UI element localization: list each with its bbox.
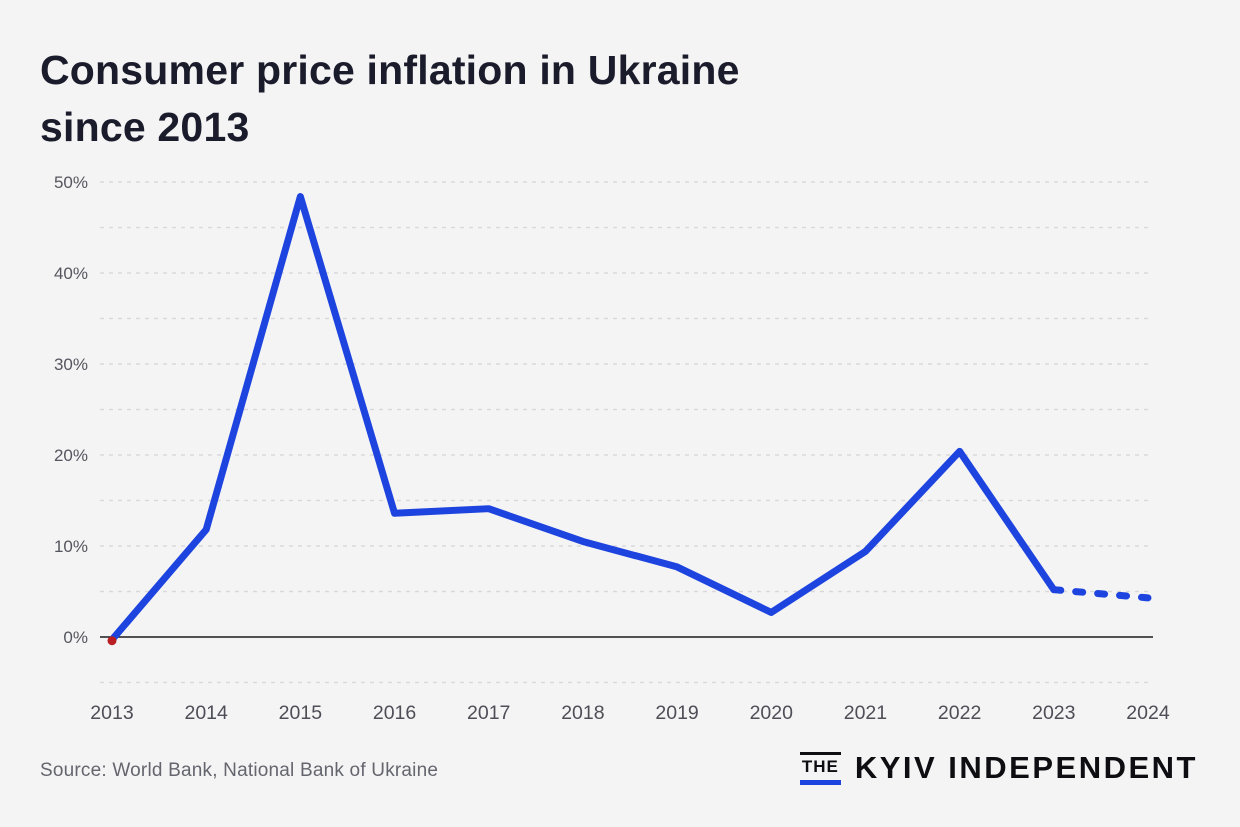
y-axis-label: 30%: [54, 355, 88, 374]
x-axis-label: 2016: [373, 702, 416, 724]
y-axis-label: 50%: [54, 173, 88, 192]
y-axis-label: 10%: [54, 537, 88, 556]
x-axis-label: 2024: [1126, 702, 1170, 724]
start-point-marker: [107, 636, 117, 646]
y-axis-label: 20%: [54, 446, 88, 465]
x-axis-label: 2023: [1032, 702, 1075, 724]
chart-title-line-2: since 2013: [40, 104, 250, 150]
x-axis-label: 2018: [561, 702, 604, 724]
chart-title-line-1: Consumer price inflation in Ukraine: [40, 47, 740, 93]
kyiv-independent-logo: THE KYIV INDEPENDENT: [799, 750, 1198, 786]
y-axis-label: 0%: [63, 628, 88, 647]
x-axis-label: 2013: [90, 702, 133, 724]
source-note: Source: World Bank, National Bank of Ukr…: [40, 760, 439, 781]
x-axis-label: 2021: [844, 702, 887, 724]
x-axis-label: 2019: [655, 702, 698, 724]
y-axis-label: 40%: [54, 264, 88, 283]
x-axis-label: 2015: [279, 702, 323, 724]
logo-the-mark: THE: [799, 751, 841, 785]
logo-wordmark: KYIV INDEPENDENT: [854, 750, 1198, 785]
inflation-line: [108, 193, 1058, 644]
x-axis-label: 2017: [467, 702, 510, 724]
chart-title: Consumer price inflation in Ukraine since…: [40, 42, 740, 156]
x-axis-label: 2020: [750, 702, 794, 724]
x-axis-label: 2014: [184, 702, 228, 724]
x-axis-label: 2022: [938, 702, 981, 724]
projection-line: [1050, 586, 1152, 602]
